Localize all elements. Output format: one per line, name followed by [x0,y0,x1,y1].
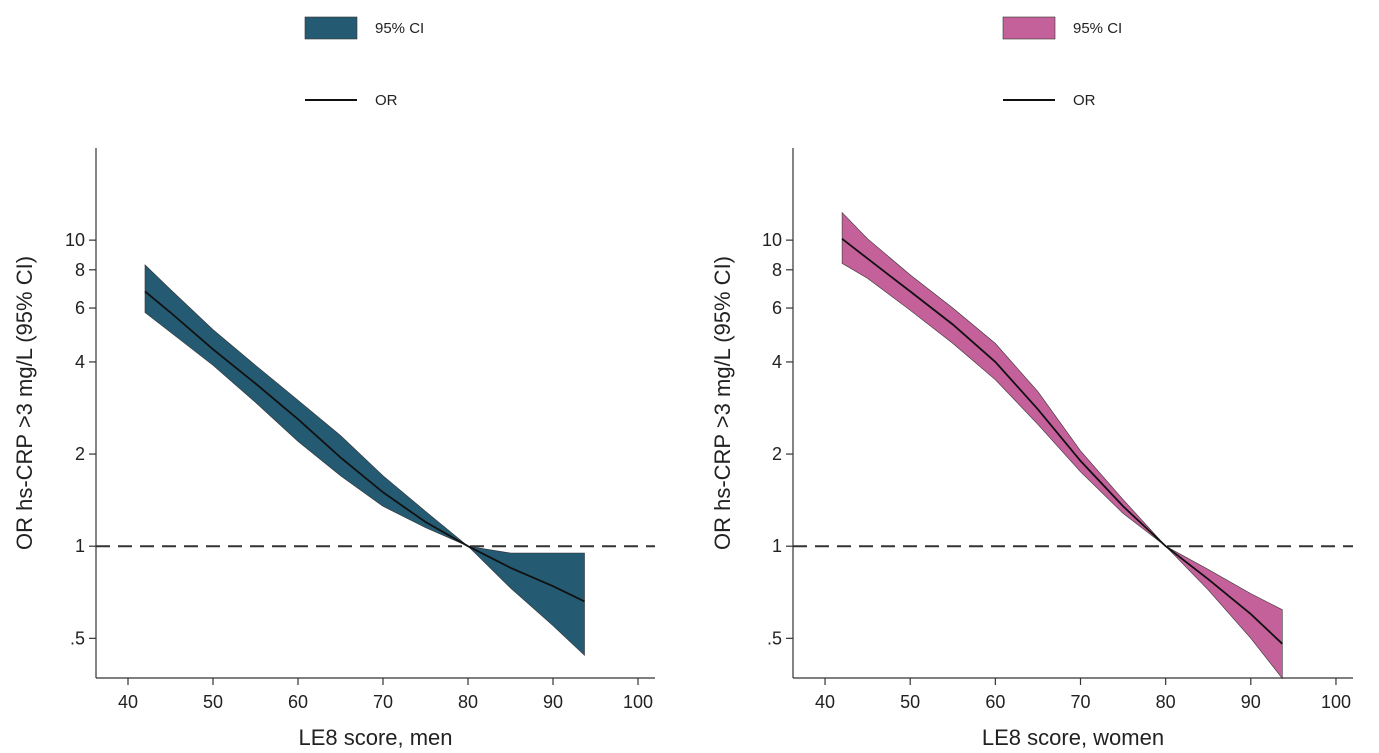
y-tick-label: 6 [772,298,782,318]
legend-ci-label: 95% CI [375,20,424,37]
legend-ci-label: 95% CI [1073,20,1122,37]
x-tick-label: 60 [288,692,308,712]
y-tick-label: 2 [772,444,782,464]
y-tick-label: 2 [75,444,85,464]
or-line [841,238,1283,645]
y-tick-label: .5 [70,628,85,648]
or-line [144,290,585,603]
y-tick-label: 6 [75,298,85,318]
legend-or-label: OR [1073,92,1096,109]
x-tick-label: 70 [373,692,393,712]
x-tick-label: 60 [985,692,1005,712]
x-tick-label: 100 [1321,692,1351,712]
x-tick-label: 50 [900,692,920,712]
x-tick-label: 40 [815,692,835,712]
x-tick-label: 80 [458,692,478,712]
y-tick-label: 1 [75,536,85,556]
ci-band [144,264,585,656]
x-axis-label: LE8 score, men [298,725,452,750]
x-tick-label: 80 [1156,692,1176,712]
legend-or-label: OR [375,92,398,109]
y-tick-label: 10 [65,230,85,250]
chart-panel-men: 95% CI OR .5 1 2 4 6 8 10 40 50 60 70 80 90 100 LE8 scor… [12,16,655,750]
x-axis-label: LE8 score, women [982,725,1164,750]
y-tick-label: 10 [762,230,782,250]
y-axis-label: OR hs-CRP >3 mg/L (95% CI) [12,256,37,550]
y-tick-label: 4 [75,352,85,372]
x-tick-label: 40 [118,692,138,712]
y-axis-label: OR hs-CRP >3 mg/L (95% CI) [710,256,735,550]
ci-band [841,211,1283,680]
chart-panel-women: 95% CI OR .5 1 2 4 6 8 10 40 50 60 70 80 90 100 LE8 scor… [710,16,1353,750]
x-tick-label: 90 [1241,692,1261,712]
x-tick-label: 50 [203,692,223,712]
y-tick-label: 4 [772,352,782,372]
x-tick-label: 70 [1070,692,1090,712]
legend-ci-swatch [1002,16,1056,40]
x-tick-label: 100 [623,692,653,712]
y-tick-label: 8 [75,260,85,280]
legend-ci-swatch [304,16,358,40]
y-tick-label: 1 [772,536,782,556]
x-tick-label: 90 [543,692,563,712]
y-tick-label: .5 [767,628,782,648]
y-tick-label: 8 [772,260,782,280]
